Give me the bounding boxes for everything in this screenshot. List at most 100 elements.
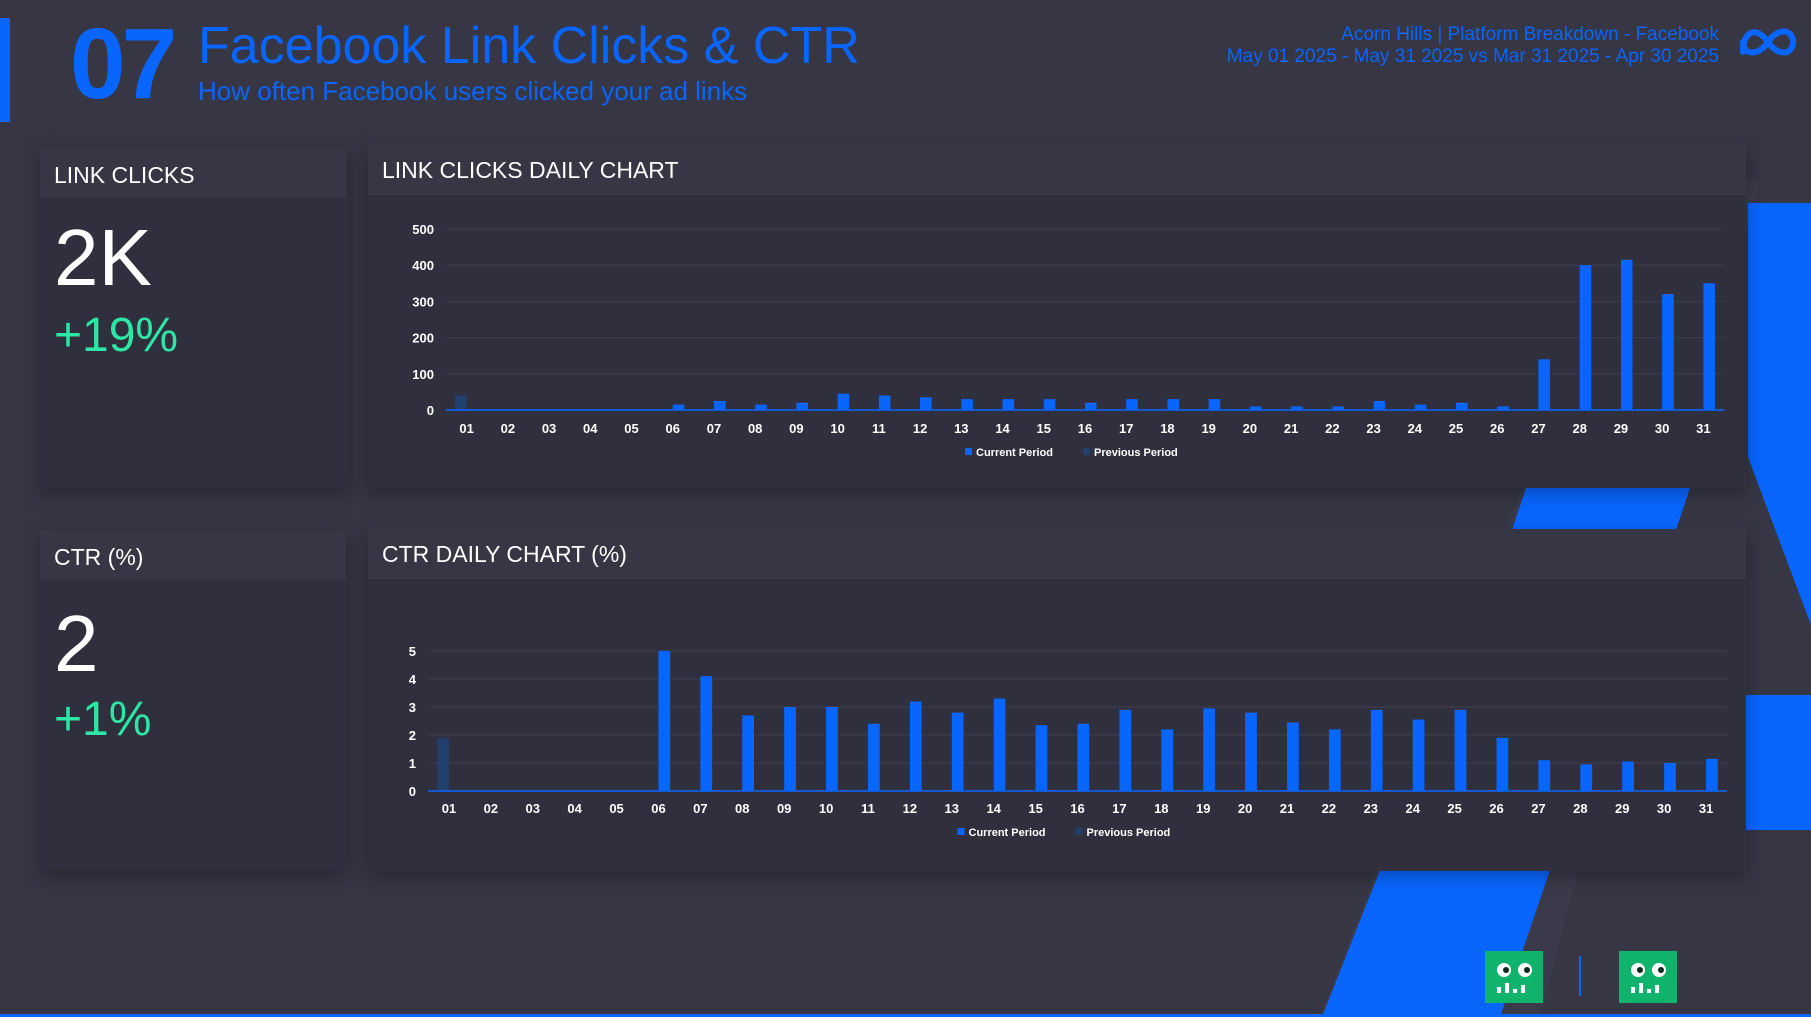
brand-logo-icon [1497,963,1532,993]
bar-current [867,723,880,791]
x-tick-label: 28 [1572,421,1586,436]
x-tick-label: 01 [459,421,473,436]
bar-current [796,402,808,410]
bar-current [755,404,767,410]
brand-logo-left [1485,951,1543,1003]
y-tick-label: 200 [412,331,434,346]
bar-previous [455,395,467,410]
x-tick-label: 11 [861,801,875,816]
x-tick-label: 14 [986,801,1001,816]
link-clicks-card: LINK CLICKS 2K +19% [40,148,347,488]
ctr-card: CTR (%) 2 +1% [40,530,346,870]
slide-subtitle: How often Facebook users clicked your ad… [198,76,748,106]
x-tick-label: 02 [501,421,515,436]
legend-swatch [965,448,972,455]
x-tick-label: 31 [1699,801,1713,816]
y-tick-label: 5 [409,644,416,659]
x-tick-label: 20 [1238,801,1252,816]
x-tick-label: 19 [1201,421,1215,436]
footer-divider [1579,956,1581,996]
bar-current [1291,406,1303,410]
bar-current [1454,709,1467,791]
bar-current [1043,399,1056,410]
x-tick-label: 29 [1614,421,1628,436]
x-tick-label: 01 [442,801,456,816]
y-tick-label: 100 [412,367,434,382]
bar-current [1245,712,1257,791]
legend-swatch [1083,448,1090,455]
bar-current [826,707,838,791]
x-tick-label: 21 [1284,421,1298,436]
bar-current [1167,399,1179,410]
link-clicks-chart: 0 100 200 300 400 500 01 02 03 04 05 06 07 08 09 10 11 12… [412,222,1724,459]
x-tick-label: 20 [1243,421,1257,436]
x-tick-label: 30 [1657,801,1671,816]
bar-current [1703,283,1715,410]
x-tick-label: 12 [903,801,917,816]
bar-current [1287,722,1299,791]
x-tick-label: 07 [693,801,707,816]
y-tick-label: 0 [409,784,416,799]
bar-current [1373,400,1386,410]
y-tick-label: 2 [409,728,416,743]
bar-current [784,707,796,791]
legend-label: Previous Period [1094,447,1178,459]
bottom-accent-line [0,1014,1811,1017]
bar-current [1706,758,1718,791]
chart-title: LINK CLICKS DAILY CHART [382,157,679,183]
x-tick-label: 30 [1655,421,1669,436]
y-tick-label: 1 [409,756,416,771]
card-header [40,530,346,580]
bar-current [1332,406,1344,410]
bar-current [1126,399,1138,410]
x-tick-label: 29 [1615,801,1629,816]
x-tick-label: 05 [609,801,623,816]
ctr-chart-card: CTR DAILY CHART (%) 0 1 2 3 4 5 01 02 03 04 05 06 07… [368,529,1746,871]
x-tick-label: 15 [1037,421,1051,436]
bar-current [920,397,932,410]
link-clicks-chart-card: LINK CLICKS DAILY CHART 0 100 200 300 400 500… [368,145,1746,488]
legend-swatch [957,828,965,835]
bar-current [951,712,964,791]
x-tick-label: 22 [1325,421,1339,436]
y-tick-label: 0 [427,403,434,418]
x-tick-label: 27 [1531,421,1545,436]
brand-logo-right [1619,951,1677,1003]
x-tick-label: 07 [707,421,721,436]
x-tick-label: 08 [735,801,749,816]
x-tick-label: 16 [1070,801,1084,816]
x-tick-label: 17 [1119,421,1133,436]
x-tick-label: 04 [583,421,598,436]
bar-current [1077,723,1090,791]
bar-current [1497,406,1509,410]
bar-current [1664,763,1676,791]
bar-current [1620,259,1633,410]
x-tick-label: 11 [872,421,886,436]
x-tick-label: 15 [1028,801,1042,816]
bar-current [742,715,755,791]
bar-current [1328,729,1341,791]
x-tick-label: 14 [995,421,1010,436]
bar-current [713,400,726,410]
x-tick-label: 18 [1154,801,1168,816]
meta-logo-icon [1740,28,1797,56]
x-tick-label: 09 [789,421,803,436]
bar-current [909,701,922,791]
x-tick-label: 03 [542,421,556,436]
bar-current [1412,719,1425,791]
legend-label: Previous Period [1087,827,1171,839]
bar-current [878,395,891,410]
bar-current [1414,404,1427,410]
link-clicks-value: 2K [54,213,152,302]
x-tick-label: 22 [1322,801,1336,816]
y-tick-label: 4 [409,672,417,687]
bar-current [1203,708,1215,791]
bg-blue-edge-top [1748,203,1811,457]
bar-current [1538,760,1551,791]
y-tick-label: 3 [409,700,416,715]
x-tick-label: 26 [1489,801,1503,816]
x-tick-label: 24 [1405,801,1420,816]
x-tick-label: 10 [830,421,844,436]
bar-current [1622,761,1634,791]
card-header [368,529,1746,579]
